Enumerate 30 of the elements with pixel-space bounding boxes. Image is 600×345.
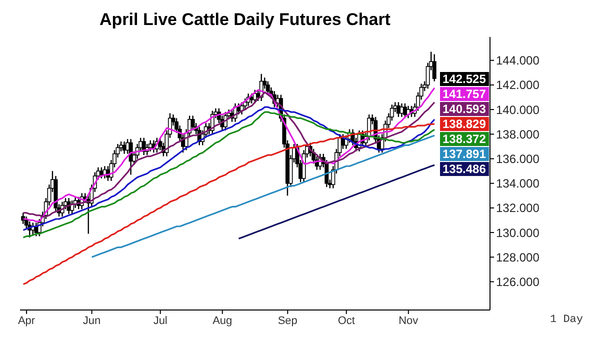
y-tick-label: 128.000 bbox=[496, 250, 540, 264]
candlestick bbox=[426, 62, 430, 90]
y-tick-label: 132.000 bbox=[496, 201, 540, 216]
data-label: 140.593 bbox=[440, 102, 489, 116]
data-label: 141.757 bbox=[440, 86, 489, 100]
data-label: 138.372 bbox=[440, 132, 489, 146]
y-tick-label: 126.000 bbox=[496, 274, 540, 289]
x-tick-label: Sep bbox=[278, 314, 298, 327]
line-series bbox=[238, 164, 436, 240]
data-label: 138.829 bbox=[440, 116, 489, 131]
y-tick-label: 144.000 bbox=[496, 54, 540, 68]
candlestick bbox=[400, 102, 404, 118]
y-tick-label: 130.000 bbox=[496, 226, 540, 240]
text: 1 Day bbox=[550, 314, 584, 326]
y-tick-label: 136.000 bbox=[496, 152, 540, 166]
y-tick-label: 134.000 bbox=[496, 176, 540, 191]
data-label: 137.891 bbox=[440, 146, 489, 161]
x-tick-label: Jul bbox=[153, 314, 168, 327]
data-label: 135.486 bbox=[440, 162, 489, 176]
y-tick-label: 142.000 bbox=[496, 78, 540, 92]
chart-title: April Live Cattle Daily Futures Chart bbox=[98, 9, 392, 31]
x-tick-label: Jun bbox=[82, 314, 101, 327]
x-tick-label: Nov bbox=[398, 314, 419, 327]
x-tick-label: Apr bbox=[18, 314, 36, 327]
y-tick-label: 138.000 bbox=[496, 127, 540, 142]
text: 142.525 bbox=[442, 72, 486, 86]
y-tick-label: 140.000 bbox=[496, 102, 540, 117]
line-series bbox=[91, 134, 436, 258]
x-tick-label: Oct bbox=[338, 314, 355, 327]
x-tick-label: Aug bbox=[212, 314, 232, 327]
